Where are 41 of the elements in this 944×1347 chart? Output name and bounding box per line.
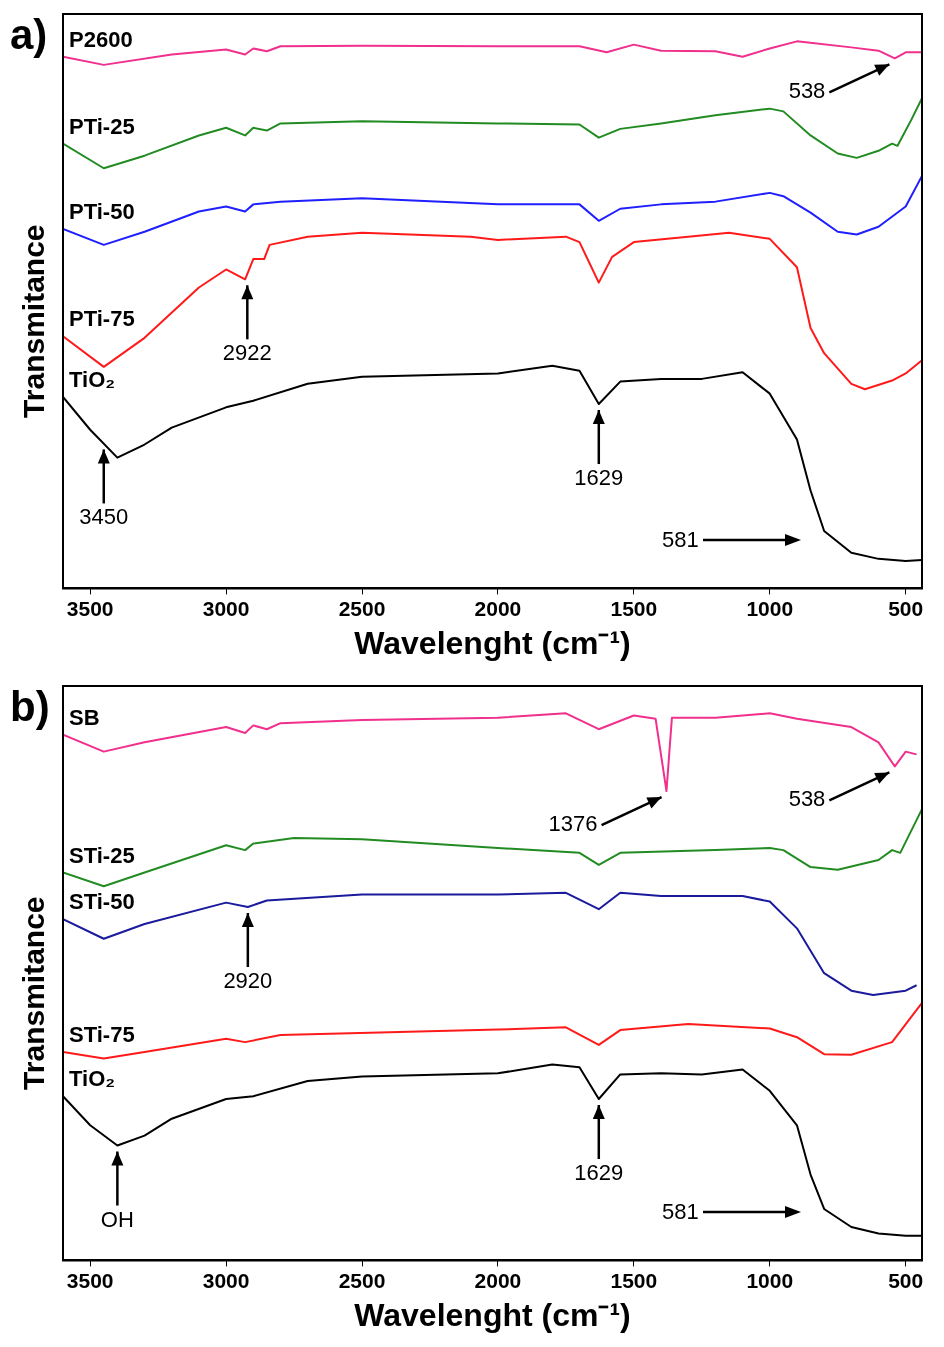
x-tick-label: 1500 [610, 596, 658, 620]
series-label: PTi-50 [69, 198, 135, 224]
series-label: STi-25 [69, 842, 135, 868]
annotation: 538 [788, 78, 826, 104]
annotation: 1376 [548, 811, 598, 837]
x-tick-label: 500 [888, 1268, 924, 1292]
chart-title: a) [10, 10, 48, 58]
x-tick-label: 1000 [746, 1268, 794, 1292]
series-label: STi-50 [69, 889, 135, 915]
x-tick-label: 2000 [474, 1268, 522, 1292]
annotation: 2920 [223, 968, 273, 994]
x-tick-label: 3000 [202, 1268, 250, 1292]
x-tick-label: 500 [888, 596, 924, 620]
x-axis-title: Wavelenght (cm⁻¹) [354, 1296, 631, 1333]
annotation: 581 [661, 1199, 699, 1226]
annotation: 538 [788, 786, 826, 812]
annotation: 1629 [574, 465, 624, 491]
x-tick-label: 1500 [610, 1268, 658, 1292]
series-label: PTi-75 [69, 306, 135, 332]
annotation: 1629 [574, 1160, 624, 1186]
y-axis-title: Transmitance [17, 896, 51, 1090]
x-tick-label: 3500 [66, 1268, 114, 1292]
x-tick-label: 1000 [746, 596, 794, 620]
annotation: OH [100, 1206, 134, 1232]
x-tick-label: 3500 [66, 596, 114, 620]
y-axis-title: Transmitance [17, 224, 51, 418]
x-axis-title: Wavelenght (cm⁻¹) [354, 624, 631, 661]
x-tick-label: 2500 [338, 596, 386, 620]
series-label: SB [69, 704, 100, 730]
chart-title: b) [10, 682, 50, 730]
series-label: STi-75 [69, 1021, 135, 1047]
series-label: TiO₂ [69, 1066, 116, 1092]
series-label: PTi-25 [69, 113, 135, 139]
annotation: 3450 [79, 504, 129, 530]
series-label: TiO₂ [69, 366, 116, 392]
x-tick-label: 3000 [202, 596, 250, 620]
annotation: 581 [661, 527, 699, 554]
x-tick-label: 2500 [338, 1268, 386, 1292]
annotation: 2922 [222, 340, 272, 366]
series-label: P2600 [69, 26, 133, 52]
x-tick-label: 2000 [474, 596, 522, 620]
